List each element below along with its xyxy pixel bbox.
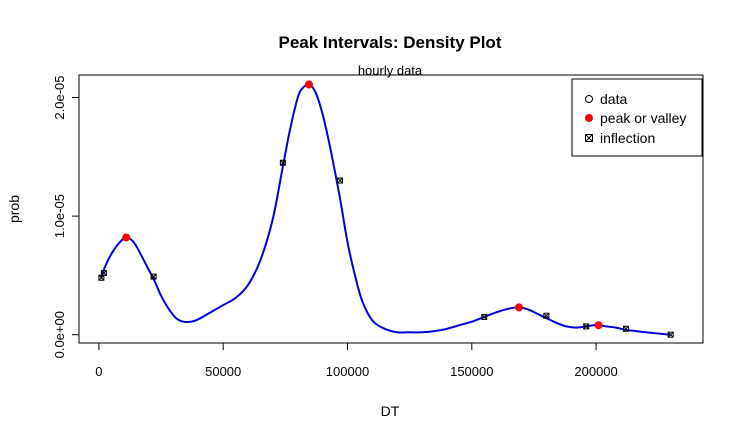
- density-line: [100, 83, 671, 336]
- inflection-marker: [667, 331, 674, 338]
- inflection-marker: [100, 270, 107, 277]
- legend-inflection-symbol: [585, 134, 593, 142]
- legend-data-label: data: [600, 91, 627, 107]
- legend: data peak or valley inflection: [571, 78, 703, 157]
- legend-peak-symbol: [585, 114, 593, 122]
- x-tick-label: 100000: [326, 364, 369, 379]
- legend-data-symbol: [585, 95, 593, 103]
- y-axis-label: prob: [6, 195, 22, 223]
- inflection-marker: [279, 159, 286, 166]
- peak-marker: [515, 303, 524, 312]
- inflection-marker: [583, 323, 590, 330]
- legend-peak-label: peak or valley: [600, 110, 686, 126]
- inflection-marker: [337, 177, 344, 184]
- inflection-marker: [150, 273, 157, 280]
- peak-marker: [122, 233, 131, 242]
- y-tick-label: 2.0e-05: [52, 75, 67, 119]
- x-tick-label: 200000: [574, 364, 617, 379]
- y-axis: 0.0e+00 1.0e-05 2.0e-05: [52, 75, 80, 358]
- inflection-marker: [622, 325, 629, 332]
- peak-marker: [594, 321, 603, 330]
- inflection-marker: [543, 312, 550, 319]
- chart-title: Peak Intervals: Density Plot: [279, 33, 502, 52]
- chart-subtitle: hourly data: [358, 63, 423, 78]
- legend-inflection-label: inflection: [600, 130, 655, 146]
- x-axis: 0 50000 100000 150000 200000: [95, 342, 618, 379]
- inflection-marker: [481, 313, 488, 320]
- y-tick-label: 1.0e-05: [52, 194, 67, 238]
- x-tick-label: 150000: [450, 364, 493, 379]
- plot-area: [98, 80, 674, 338]
- legend-box: [571, 78, 703, 157]
- peak-marker: [304, 80, 313, 89]
- x-tick-label: 0: [95, 364, 102, 379]
- y-tick-label: 0.0e+00: [52, 311, 67, 358]
- x-tick-label: 50000: [205, 364, 241, 379]
- x-axis-label: DT: [381, 403, 400, 419]
